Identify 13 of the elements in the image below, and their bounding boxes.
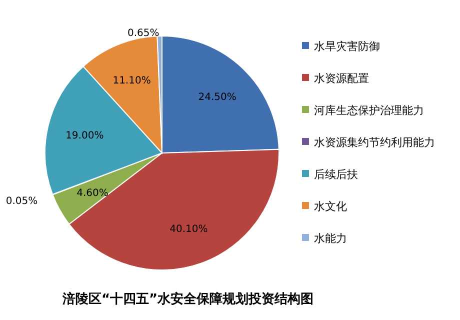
legend-label: 水旱灾害防御 (314, 40, 380, 53)
data-label: 0.05% (6, 196, 38, 208)
legend-label: 水能力 (314, 232, 347, 245)
legend-label: 水资源配置 (314, 72, 369, 85)
legend-label: 后续后扶 (314, 168, 358, 181)
data-label: 4.60% (76, 188, 108, 199)
legend-label: 水文化 (314, 200, 347, 213)
data-label: 0.65% (128, 28, 160, 39)
data-label: 11.10% (112, 75, 151, 86)
data-label: 40.10% (170, 224, 208, 235)
data-label: 19.00% (66, 130, 104, 142)
text: 涪陵区“十四五”水安全保障规划投资结构图 (61, 291, 314, 307)
data-label: 24.50% (198, 92, 236, 103)
